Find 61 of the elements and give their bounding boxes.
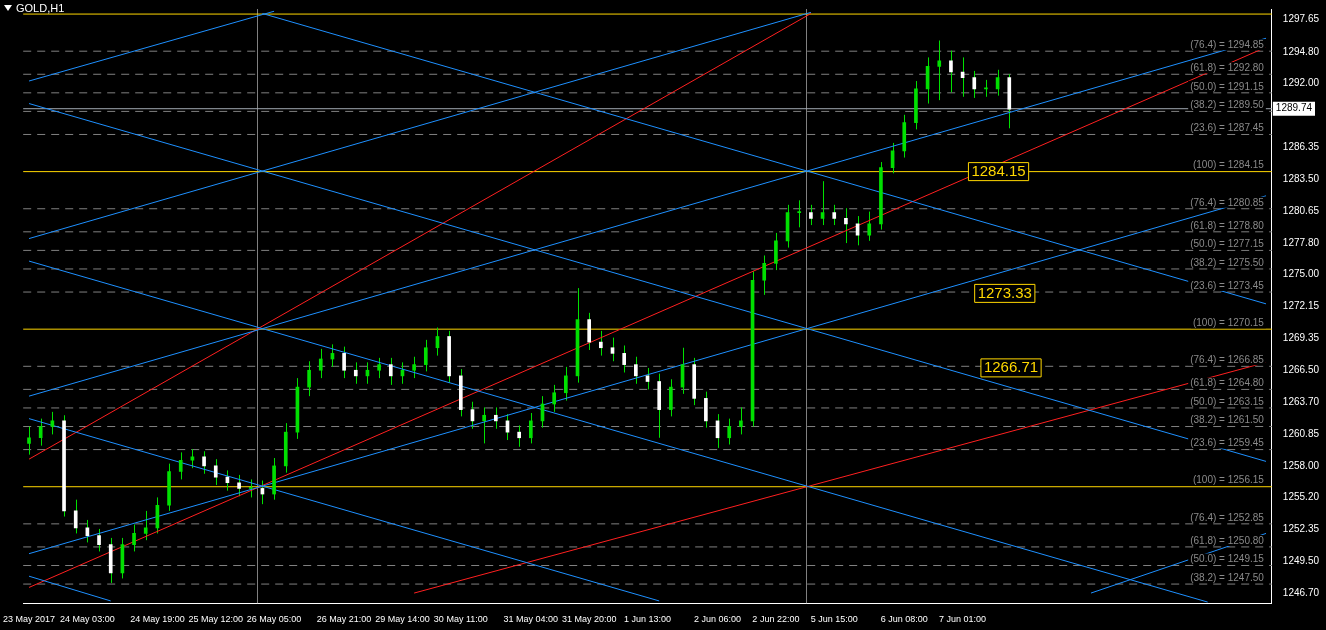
y-tick-label: 1297.65 bbox=[1282, 13, 1320, 25]
x-tick-label: 26 May 05:00 bbox=[246, 614, 302, 625]
ref-line-label: (50.0) = 1291.15 bbox=[1190, 80, 1265, 92]
x-tick-label: 24 May 19:00 bbox=[130, 614, 185, 625]
ref-line-label: (61.8) = 1264.80 bbox=[1190, 377, 1265, 389]
x-tick-label: 1 Jun 13:00 bbox=[624, 614, 672, 625]
y-tick-label: 1280.65 bbox=[1282, 204, 1320, 216]
y-tick-label: 1258.00 bbox=[1282, 459, 1320, 471]
ref-line-label: (100) = 1284.15 bbox=[1192, 159, 1265, 171]
x-tick-label: 2 Jun 22:00 bbox=[752, 614, 800, 625]
ref-line-label: (50.0) = 1249.15 bbox=[1190, 553, 1265, 565]
annotation: 1273.33 bbox=[977, 283, 1032, 301]
y-tick-label: 1272.15 bbox=[1282, 300, 1320, 312]
annotation: 1284.15 bbox=[971, 161, 1026, 179]
ref-line-label: (61.8) = 1250.80 bbox=[1190, 534, 1265, 546]
ref-line-label: (76.4) = 1252.85 bbox=[1190, 511, 1265, 523]
ref-line-label: (50.0) = 1263.15 bbox=[1190, 395, 1265, 407]
y-tick-label: 1275.00 bbox=[1282, 268, 1320, 280]
y-tick-label: 1269.35 bbox=[1282, 331, 1320, 343]
y-tick-label: 1294.80 bbox=[1282, 45, 1320, 57]
ref-line-label: (23.6) = 1273.45 bbox=[1190, 279, 1265, 291]
ref-line-label: (23.6) = 1287.45 bbox=[1190, 122, 1265, 134]
ref-line-label: (100) = 1256.15 bbox=[1192, 474, 1265, 486]
y-tick-label: 1255.20 bbox=[1282, 491, 1320, 503]
chart-title: GOLD,H1 bbox=[16, 2, 65, 14]
annotation: 1266.71 bbox=[983, 358, 1039, 376]
ref-line-label: (38.2) = 1261.50 bbox=[1190, 414, 1265, 426]
y-tick-label: 1283.50 bbox=[1282, 172, 1320, 184]
ref-line-label: (100) = 1270.15 bbox=[1192, 316, 1265, 328]
x-tick-label: 25 May 12:00 bbox=[188, 614, 244, 625]
ref-line-label: (50.0) = 1277.15 bbox=[1190, 238, 1265, 250]
x-tick-label: 5 Jun 15:00 bbox=[810, 614, 858, 625]
y-tick-label: 1266.50 bbox=[1282, 364, 1320, 375]
y-tick-label: 1263.70 bbox=[1282, 395, 1320, 407]
x-tick-label: 29 May 14:00 bbox=[375, 614, 430, 625]
ref-line-label: (38.2) = 1275.50 bbox=[1190, 256, 1265, 268]
x-tick-label: 6 Jun 08:00 bbox=[880, 614, 928, 625]
x-tick-label: 31 May 20:00 bbox=[561, 614, 617, 625]
ref-line-label: (23.6) = 1259.45 bbox=[1190, 437, 1265, 449]
y-tick-label: 1286.35 bbox=[1282, 140, 1320, 152]
x-tick-label: 24 May 03:00 bbox=[60, 614, 115, 625]
ref-line-label: (38.2) = 1289.50 bbox=[1190, 99, 1265, 111]
y-tick-label: 1252.35 bbox=[1282, 523, 1320, 535]
y-tick-label: 1277.80 bbox=[1282, 236, 1320, 248]
ref-line-label: (76.4) = 1294.85 bbox=[1190, 38, 1265, 50]
y-tick-label: 1249.50 bbox=[1282, 555, 1320, 567]
x-tick-label: 26 May 21:00 bbox=[316, 614, 372, 625]
ref-line-label: 1289.74 bbox=[1275, 102, 1313, 114]
y-tick-label: 1246.70 bbox=[1282, 586, 1320, 598]
x-tick-label: 2 Jun 06:00 bbox=[694, 614, 742, 625]
y-tick-label: 1292.00 bbox=[1282, 77, 1320, 89]
y-tick-label: 1260.85 bbox=[1282, 427, 1320, 439]
ref-line-label: (76.4) = 1280.85 bbox=[1190, 196, 1265, 208]
ref-line-label: (38.2) = 1247.50 bbox=[1190, 571, 1265, 583]
x-tick-label: 7 Jun 01:00 bbox=[939, 614, 987, 625]
x-tick-label: 23 May 2017 bbox=[3, 614, 56, 625]
ref-line-label: (61.8) = 1278.80 bbox=[1190, 219, 1265, 231]
x-tick-label: 31 May 04:00 bbox=[503, 614, 559, 625]
ref-line-label: (61.8) = 1292.80 bbox=[1190, 62, 1265, 74]
x-tick-label: 30 May 11:00 bbox=[433, 614, 488, 625]
ref-line-label: (76.4) = 1266.85 bbox=[1190, 354, 1265, 366]
